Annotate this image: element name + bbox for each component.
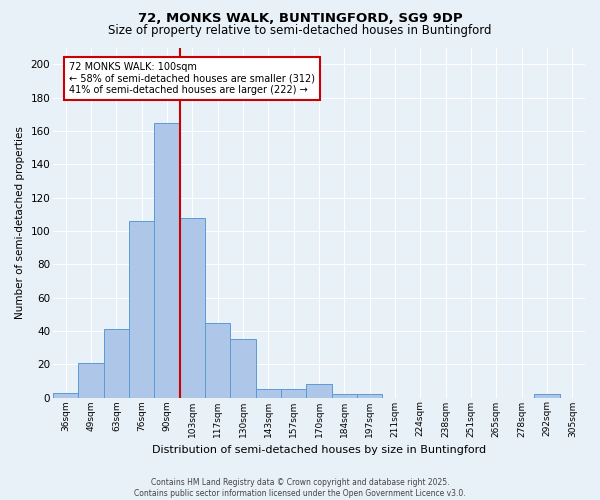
Bar	[129, 221, 154, 398]
Bar	[256, 389, 281, 398]
Text: 72, MONKS WALK, BUNTINGFORD, SG9 9DP: 72, MONKS WALK, BUNTINGFORD, SG9 9DP	[137, 12, 463, 26]
Text: Contains HM Land Registry data © Crown copyright and database right 2025.
Contai: Contains HM Land Registry data © Crown c…	[134, 478, 466, 498]
Bar	[535, 394, 560, 398]
Bar	[180, 218, 205, 398]
Text: Size of property relative to semi-detached houses in Buntingford: Size of property relative to semi-detach…	[108, 24, 492, 37]
X-axis label: Distribution of semi-detached houses by size in Buntingford: Distribution of semi-detached houses by …	[152, 445, 486, 455]
Bar	[357, 394, 382, 398]
Y-axis label: Number of semi-detached properties: Number of semi-detached properties	[15, 126, 25, 319]
Bar	[205, 322, 230, 398]
Bar	[332, 394, 357, 398]
Bar	[104, 329, 129, 398]
Bar	[79, 362, 104, 398]
Bar	[154, 122, 180, 398]
Bar	[53, 392, 79, 398]
Bar	[281, 389, 307, 398]
Bar	[307, 384, 332, 398]
Text: 72 MONKS WALK: 100sqm
← 58% of semi-detached houses are smaller (312)
41% of sem: 72 MONKS WALK: 100sqm ← 58% of semi-deta…	[69, 62, 315, 94]
Bar	[230, 339, 256, 398]
